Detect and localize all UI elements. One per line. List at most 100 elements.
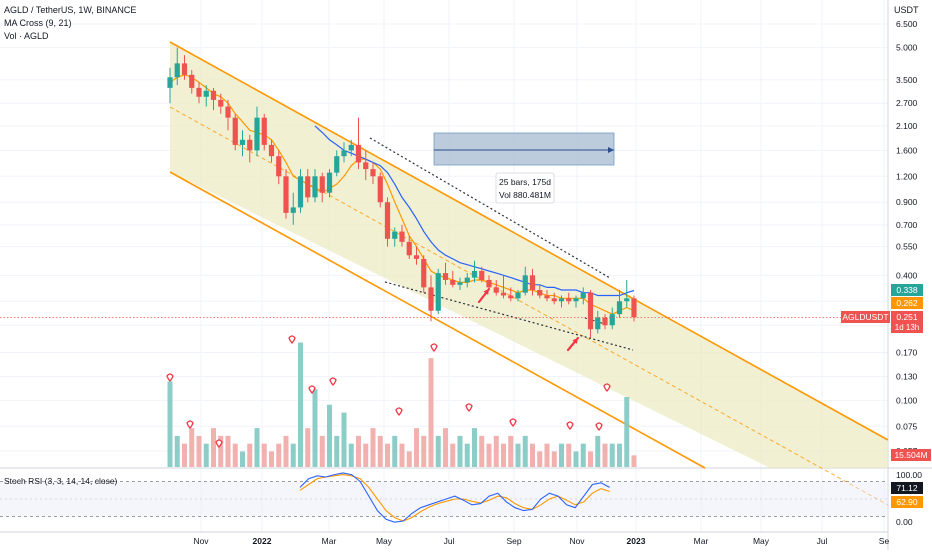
candle-body[interactable] [500, 292, 507, 296]
candle-body[interactable] [203, 90, 209, 97]
price-tick-label: 1.600 [896, 145, 918, 155]
volume-bar [203, 443, 209, 467]
candle-body[interactable] [254, 117, 260, 151]
candle-body[interactable] [261, 117, 267, 145]
candle-body[interactable] [566, 298, 572, 302]
candle-body[interactable] [399, 231, 405, 242]
legend-ma-cross[interactable]: MA Cross (9, 21) [4, 18, 72, 28]
candlesticks[interactable] [167, 47, 637, 338]
candle-body[interactable] [290, 207, 296, 213]
candle-body[interactable] [558, 298, 565, 302]
price-tick-label: 0.130 [896, 372, 918, 382]
candle-body[interactable] [486, 279, 492, 288]
volume-bar [290, 443, 296, 467]
candle-body[interactable] [573, 298, 579, 302]
candle-body[interactable] [413, 255, 420, 259]
legend-symbol[interactable]: AGLD / TetherUS, 1W, BINANCE [4, 5, 137, 15]
candle-body[interactable] [239, 139, 246, 145]
volume-bar [261, 443, 267, 467]
stoch-rsi-pane[interactable]: 50.00 [0, 472, 918, 523]
candle-body[interactable] [464, 277, 470, 283]
candle-body[interactable] [181, 63, 188, 75]
volume-bar [428, 358, 434, 467]
candle-body[interactable] [595, 317, 601, 330]
volume-bar [551, 451, 557, 467]
rocket-marker-icon [595, 422, 603, 431]
time-axis[interactable]: Nov 2022 Mar May Jul Sep Nov 2023 Mar May Jul Se [193, 536, 889, 546]
measure-label-volume: Vol 880.481M [499, 190, 551, 200]
candle-body[interactable] [232, 117, 238, 145]
countdown-badge-text: 1d 13h [895, 323, 919, 332]
candle-body[interactable] [218, 99, 224, 107]
candle-body[interactable] [631, 298, 637, 318]
candle-body[interactable] [493, 287, 499, 293]
channel-lower-line[interactable] [169, 171, 706, 469]
candle-body[interactable] [442, 273, 449, 280]
candle-body[interactable] [522, 275, 528, 293]
volume-bar [334, 435, 340, 467]
candle-body[interactable] [421, 258, 427, 288]
candle-body[interactable] [297, 176, 304, 208]
candle-body[interactable] [377, 176, 383, 203]
candle-body[interactable] [196, 87, 202, 97]
volume-bar [312, 389, 318, 467]
volume-bar [493, 435, 499, 467]
candle-body[interactable] [457, 282, 463, 285]
candle-body[interactable] [189, 74, 195, 88]
candle-body[interactable] [268, 144, 275, 157]
candle-body[interactable] [609, 314, 615, 326]
candle-body[interactable] [174, 63, 180, 78]
rocket-marker-icon [308, 385, 316, 394]
candle-body[interactable] [479, 270, 485, 280]
candle-body[interactable] [551, 298, 557, 302]
candle-body[interactable] [624, 298, 630, 302]
candle-body[interactable] [341, 150, 347, 157]
candle-body[interactable] [334, 156, 340, 173]
candle-body[interactable] [167, 77, 173, 88]
candle-body[interactable] [529, 275, 536, 291]
legend-volume[interactable]: Vol · AGLD [4, 31, 49, 41]
volume-bar [174, 435, 180, 467]
candle-body[interactable] [326, 172, 333, 193]
volume-bar [515, 443, 521, 467]
candle-body[interactable] [587, 292, 594, 330]
candle-body[interactable] [428, 287, 434, 311]
measure-arrow-head [608, 147, 614, 153]
candle-body[interactable] [616, 301, 623, 315]
ticker-badge-text: AGLDUSDT [842, 312, 888, 322]
trendline-upper[interactable] [369, 137, 611, 279]
candle-body[interactable] [537, 290, 543, 296]
candle-body[interactable] [363, 162, 369, 170]
ma-slow-badge-text: 0.262 [896, 298, 918, 308]
candle-body[interactable] [602, 317, 608, 326]
candle-body[interactable] [348, 144, 354, 151]
candle-body[interactable] [406, 241, 412, 256]
candle-body[interactable] [319, 176, 325, 193]
candle-body[interactable] [471, 270, 478, 278]
candle-body[interactable] [508, 295, 514, 299]
candle-body[interactable] [580, 292, 586, 299]
candle-body[interactable] [544, 295, 550, 299]
price-axis[interactable]: 6.500 5.000 3.500 2.700 2.100 1.600 1.200 0.900… [896, 19, 918, 456]
candle-body[interactable] [355, 144, 362, 163]
candle-body[interactable] [247, 139, 253, 151]
annotations[interactable] [166, 287, 611, 448]
candle-body[interactable] [392, 231, 398, 239]
channel-upper-line[interactable] [169, 41, 889, 441]
candle-body[interactable] [305, 176, 311, 198]
candle-body[interactable] [450, 279, 456, 285]
measure-range-box[interactable] [433, 132, 615, 166]
candle-body[interactable] [283, 176, 289, 213]
measure-label-bars: 25 bars, 175d [499, 177, 551, 187]
candle-body[interactable] [225, 106, 231, 118]
candle-body[interactable] [435, 273, 441, 311]
candle-body[interactable] [312, 176, 318, 198]
candle-body[interactable] [384, 202, 391, 239]
candle-body[interactable] [276, 156, 282, 177]
candle-body[interactable] [370, 169, 376, 177]
candle-body[interactable] [515, 292, 521, 299]
rocket-marker-icon [215, 439, 223, 448]
candle-body[interactable] [210, 90, 217, 100]
